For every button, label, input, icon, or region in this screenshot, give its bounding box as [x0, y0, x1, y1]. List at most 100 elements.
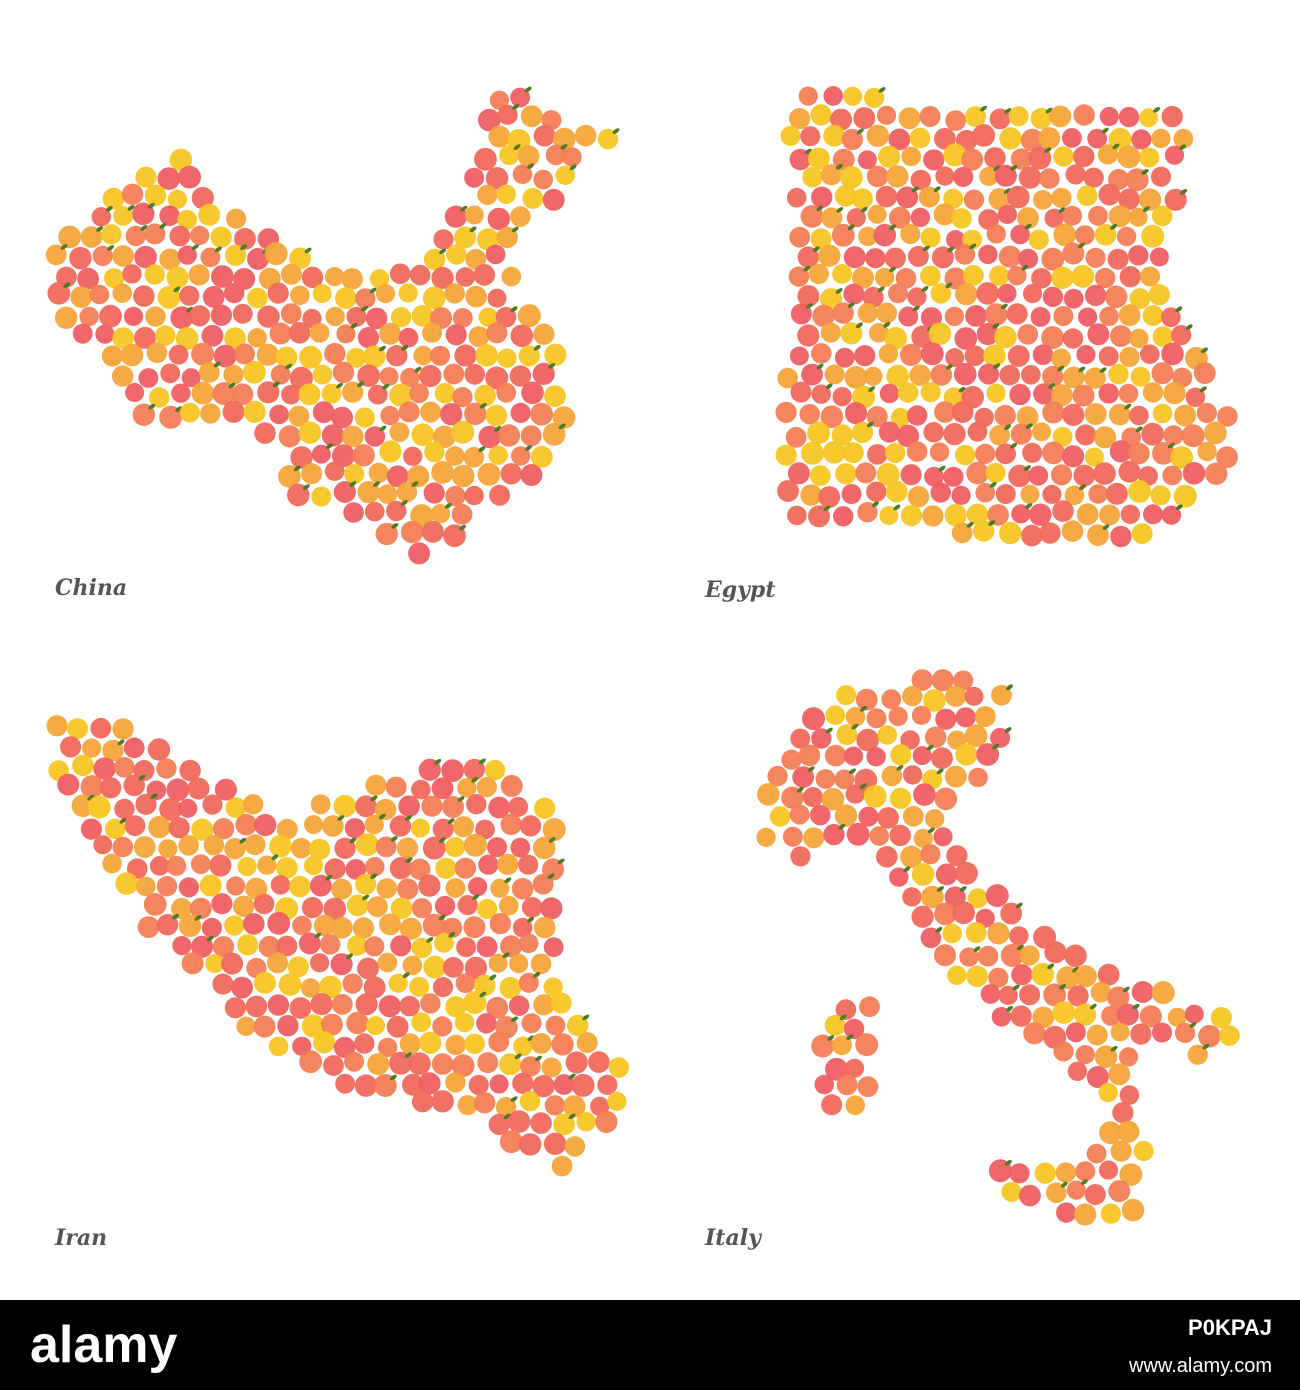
- fruit-dot: [901, 146, 921, 167]
- fruit-dot: [1066, 1180, 1086, 1200]
- leaf: [405, 1052, 413, 1059]
- fruit-dot: [411, 779, 431, 800]
- fruit-dot: [148, 816, 171, 839]
- fruit-dot: [1107, 248, 1129, 270]
- fruit-dot: [1087, 128, 1108, 149]
- fruit-dot: [308, 838, 331, 861]
- leaf: [958, 386, 966, 393]
- fruit-dot: [508, 995, 530, 1016]
- leaf: [1021, 264, 1029, 271]
- fruit-dot: [1076, 503, 1099, 526]
- fruit-dot: [212, 818, 235, 840]
- fruit-dot: [967, 888, 988, 909]
- fruit-dot: [875, 185, 898, 208]
- fruit-dot: [1093, 462, 1116, 485]
- fruit-dot: [331, 994, 353, 1015]
- fruit-dot: [511, 878, 534, 900]
- fruit-dot: [543, 977, 563, 997]
- fruit-dot: [67, 718, 88, 740]
- fruit-dot: [931, 669, 954, 692]
- fruit-dot: [400, 520, 424, 544]
- fruit-dot: [925, 809, 945, 829]
- fruit-dot: [857, 302, 878, 324]
- fruit-dot: [434, 895, 456, 917]
- fruit-dot: [834, 347, 855, 368]
- leaf: [825, 383, 833, 390]
- leaf: [1060, 1181, 1068, 1188]
- leaf: [1099, 367, 1107, 373]
- fruit-dot: [1161, 505, 1182, 525]
- fruit-dot: [298, 421, 322, 444]
- fruit-dot: [495, 306, 517, 328]
- fruit-dot: [1210, 1007, 1232, 1029]
- fruit-dot: [1007, 185, 1030, 209]
- leaf: [935, 926, 943, 933]
- fruit-dot: [1019, 1184, 1041, 1207]
- leaf: [989, 481, 997, 488]
- fruit-dot: [858, 226, 878, 247]
- fruit-dot: [160, 363, 181, 384]
- fruit-dot: [520, 464, 543, 486]
- fruit-dot: [989, 108, 1011, 130]
- fruit-dot: [189, 305, 211, 327]
- fruit-dot: [1151, 362, 1174, 385]
- fruit-dot: [435, 857, 457, 879]
- fruit-dot: [1099, 1121, 1122, 1145]
- leaf: [504, 877, 512, 884]
- fruit-dot: [954, 327, 978, 350]
- fruit-dot: [597, 1074, 618, 1095]
- fruit-dot: [476, 936, 498, 958]
- fruit-dot: [509, 365, 532, 387]
- leaf: [1078, 484, 1086, 491]
- fruit-dot: [889, 787, 912, 810]
- fruit-dot: [199, 874, 222, 897]
- fruit-dot: [866, 747, 886, 767]
- fruit-dot: [1151, 205, 1173, 227]
- fruit-dot: [431, 777, 454, 800]
- fruit-dot: [1095, 267, 1116, 289]
- fruit-dot: [80, 775, 104, 799]
- fruit-dot: [443, 363, 465, 385]
- leaf: [945, 282, 953, 289]
- fruit-dot: [276, 935, 298, 957]
- leaf: [271, 854, 279, 861]
- fruit-dot: [1101, 1005, 1122, 1026]
- leaf: [96, 226, 104, 232]
- fruit-dot: [885, 480, 908, 503]
- fruit-dot: [844, 366, 868, 389]
- fruit-dot: [811, 728, 832, 749]
- fruit-dot: [179, 402, 200, 423]
- fruit-dot: [346, 1011, 369, 1035]
- fruit-dot: [1039, 522, 1061, 544]
- fruit-dot: [820, 405, 844, 429]
- fruit-dot: [332, 361, 355, 384]
- fruit-dot: [409, 264, 431, 286]
- fruit-dot: [191, 381, 215, 405]
- fruit-dot: [935, 708, 957, 730]
- leaf: [938, 465, 946, 472]
- fruit-dot: [934, 401, 956, 423]
- fruit-dot: [1118, 106, 1140, 128]
- fruit-dot: [857, 502, 878, 523]
- fruit-dot: [463, 446, 485, 468]
- fruit-dot: [876, 105, 897, 125]
- fruit-dot: [1022, 442, 1043, 463]
- fruit-dot: [530, 445, 553, 468]
- fruit-dot: [998, 985, 1018, 1006]
- fruit-dot: [1187, 1044, 1208, 1065]
- fruit-dot: [168, 817, 190, 839]
- fruit-dot: [990, 727, 1011, 748]
- fruit-dot: [364, 936, 385, 957]
- fruit-dot: [984, 147, 1006, 169]
- leaf: [1004, 1159, 1012, 1166]
- fruit-dot: [532, 873, 554, 895]
- fruit-dot: [818, 244, 841, 267]
- leaf: [228, 382, 236, 389]
- fruit-dot: [1108, 205, 1131, 228]
- fruit-dot: [836, 1074, 858, 1096]
- leaf: [1004, 108, 1012, 114]
- fruit-dot: [347, 935, 368, 956]
- fruit-dot: [856, 728, 879, 752]
- leaf: [980, 105, 987, 112]
- fruit-dot: [902, 887, 922, 907]
